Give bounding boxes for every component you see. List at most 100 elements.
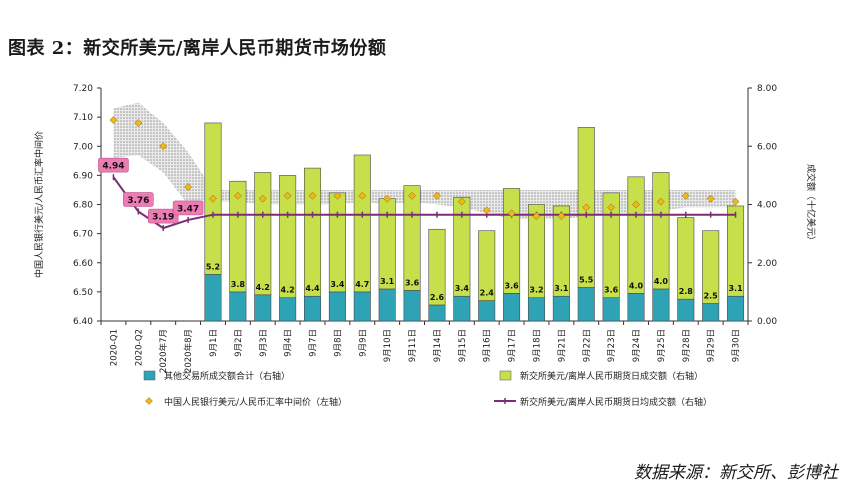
x-category-label: 9月1日: [209, 329, 219, 357]
x-category-label: 9月3日: [259, 329, 269, 357]
other-exchange-bar: [727, 295, 745, 322]
sgx-volume-bar: [503, 188, 521, 294]
other-exchange-bar: [677, 298, 695, 322]
left-tick-label: 6.80: [73, 201, 93, 211]
sgx-volume-bar: [478, 230, 496, 301]
sgx-volume-bar: [602, 192, 620, 299]
other-exchange-bar: [527, 297, 545, 322]
chart-title: 图表 2：新交所美元/离岸人民币期货市场份额: [8, 38, 387, 59]
x-category-label: 9月8日: [333, 329, 343, 357]
right-tick-label: 6.00: [757, 142, 777, 152]
legend-rate-swatch: [145, 397, 153, 405]
other-exchange-bar: [577, 287, 595, 322]
rate-marker: [408, 191, 417, 200]
rate-marker: [109, 116, 118, 124]
rate-marker: [308, 191, 317, 200]
bar-data-label: 4.7: [355, 280, 369, 289]
bar-data-label: 4.2: [281, 286, 295, 295]
left-tick-label: 6.90: [73, 171, 93, 181]
x-category-label: 9月15日: [458, 329, 468, 362]
bar-data-label: 3.6: [505, 281, 520, 290]
other-exchange-bar: [353, 291, 371, 322]
x-category-label: 9月30日: [732, 329, 742, 362]
other-exchange-bar: [428, 304, 446, 322]
other-exchange-bar: [403, 290, 421, 322]
other-exchange-bar: [453, 295, 471, 322]
x-category-label: 9月21日: [557, 329, 567, 362]
rate-marker: [607, 203, 616, 212]
legend-rate-label: 中国人民银行美元/人民币汇率中间价（左轴）: [164, 396, 347, 408]
sgx-volume-bar: [727, 205, 745, 297]
x-category-label: 2020-Q1: [109, 329, 119, 366]
rate-marker: [184, 183, 193, 191]
bar-data-label: 3.1: [554, 284, 569, 293]
sgx-volume-bar: [279, 175, 297, 298]
sgx-volume-bar: [552, 205, 570, 297]
x-category-label: 9月18日: [532, 329, 542, 362]
bar-data-label: 3.2: [529, 286, 543, 295]
bar-data-label: 4.0: [654, 277, 669, 286]
average-callout-box: [172, 200, 204, 216]
rate-marker: [159, 142, 168, 151]
sgx-volume-bar: [229, 180, 247, 293]
sgx-volume-bar: [403, 185, 421, 291]
other-exchange-bar: [279, 297, 297, 322]
x-category-label: 9月24日: [632, 329, 642, 362]
x-category-label: 9月22日: [582, 329, 592, 362]
bar-data-label: 4.4: [305, 284, 320, 293]
bar-series: [204, 122, 745, 322]
other-exchange-bar: [378, 288, 396, 322]
x-category-label: 9月10日: [383, 329, 393, 362]
x-category-label: 2020-Q2: [134, 329, 144, 366]
rate-marker: [457, 197, 466, 206]
rate-marker: [383, 194, 392, 203]
rate-marker: [209, 194, 217, 203]
average-callout-label: 3.19: [152, 213, 174, 223]
legend-other-exchanges-swatch: [143, 370, 156, 381]
sgx-volume-bar: [453, 196, 471, 297]
source-note: 数据来源：新交所、彭博社: [634, 463, 838, 483]
bar-data-label: 3.1: [380, 277, 395, 286]
sgx-volume-bar: [328, 192, 346, 293]
average-callout-label: 3.76: [127, 196, 149, 206]
other-exchange-bar: [328, 291, 346, 322]
rate-marker: [681, 191, 690, 200]
bar-data-label: 2.4: [480, 289, 495, 298]
bar-data-label: 3.4: [330, 280, 345, 289]
x-category-label: 9月4日: [284, 329, 294, 357]
sgx-volume-bar: [652, 172, 670, 290]
x-category-label: 9月25日: [657, 329, 667, 362]
bar-data-label: 5.2: [206, 262, 220, 271]
chart-legend: 其他交易所成交额合计（右轴） 新交所美元/离岸人民币期货日成交额（右轴） 中国人民银…: [143, 370, 712, 408]
bar-data-label: 2.5: [704, 292, 719, 301]
right-tick-label: 2.00: [757, 259, 777, 269]
bar-data-label: 2.6: [430, 293, 445, 302]
sgx-volume-bar: [428, 228, 446, 306]
other-exchange-bar: [552, 295, 570, 322]
other-exchange-bar: [229, 291, 247, 322]
rate-marker: [482, 206, 491, 215]
legend-average-volume-label: 新交所美元/离岸人民币期货日均成交额（右轴）: [520, 396, 712, 408]
x-tick-labels: 2020-Q1 2020-Q2 2020年7月 2020年8月 9月1日 9月2日 9月3日…: [109, 329, 741, 373]
other-exchange-bar: [254, 294, 272, 322]
other-exchange-bar: [204, 274, 222, 322]
rate-marker: [731, 197, 740, 206]
left-tick-label: 6.70: [73, 230, 93, 240]
legend-other-exchanges-label: 其他交易所成交额合计（右轴）: [164, 370, 290, 382]
x-category-label: 9月14日: [433, 329, 443, 362]
bar-data-label: 5.5: [579, 276, 594, 285]
sgx-volume-bar: [527, 204, 545, 298]
other-exchange-bar: [304, 295, 322, 322]
bar-data-label: 2.8: [679, 287, 694, 296]
rate-marker: [507, 209, 516, 218]
rate-marker: [283, 191, 292, 200]
rate-marker: [706, 194, 715, 203]
bar-data-label: 3.6: [405, 278, 420, 287]
average-callout-box: [147, 208, 179, 224]
x-category-label: 2020年7月: [158, 329, 169, 373]
other-exchange-bar: [602, 297, 620, 322]
other-exchange-bar: [503, 293, 521, 322]
rate-marker: [432, 191, 441, 200]
sgx-volume-bar: [353, 154, 371, 293]
